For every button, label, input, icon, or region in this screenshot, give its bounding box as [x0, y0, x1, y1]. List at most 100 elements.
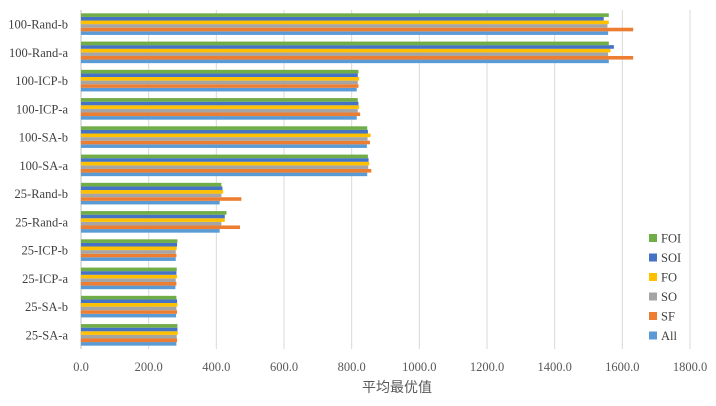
bar — [81, 84, 359, 88]
category-label: 100-SA-b — [19, 131, 68, 145]
legend-label: FO — [661, 271, 677, 285]
x-axis-title: 平均最优值 — [362, 380, 432, 396]
legend-item: All — [649, 329, 678, 343]
category-label: 100-SA-a — [19, 159, 68, 173]
bar — [81, 190, 224, 194]
bar — [81, 55, 634, 60]
bar — [81, 303, 178, 307]
category-label: 25-SA-b — [25, 300, 68, 314]
bar — [81, 221, 222, 226]
legend-label: SOI — [661, 251, 681, 265]
bar — [81, 59, 609, 64]
bar — [81, 250, 176, 254]
bar — [81, 108, 358, 113]
bar — [81, 338, 178, 343]
x-tick-labels: 0.0 200.0 400.0 600.0 800.0 1000.0 1200.0 1400.… — [73, 360, 707, 374]
bar — [81, 278, 176, 282]
bar — [81, 334, 177, 339]
bar — [81, 112, 361, 117]
bar — [81, 200, 220, 205]
legend-swatch — [649, 253, 657, 262]
bar — [81, 285, 176, 290]
bar — [81, 172, 368, 177]
legend-swatch — [649, 292, 657, 301]
bar — [81, 73, 358, 78]
bar — [81, 31, 609, 35]
bar — [81, 229, 220, 233]
bar — [81, 16, 604, 21]
category-label: 100-Rand-a — [9, 46, 68, 60]
category-label: 25-SA-a — [26, 328, 69, 342]
bar — [81, 242, 178, 247]
bar — [81, 126, 368, 130]
legend-swatch — [649, 312, 657, 320]
legend-item: SOI — [649, 251, 681, 265]
category-label: 100-ICP-b — [15, 74, 68, 88]
x-tick-label: 400.0 — [202, 360, 230, 374]
category-label: 100-Rand-b — [8, 18, 68, 32]
category-label: 25-Rand-b — [15, 187, 68, 201]
category-label: 25-ICP-b — [21, 244, 68, 258]
bar — [81, 218, 225, 222]
gridlines — [80, 10, 691, 349]
bar — [81, 144, 367, 148]
bar — [81, 154, 368, 159]
category-labels: 25-SA-a 25-SA-b 25-ICP-a 25-ICP-b 25-Rand-a 2… — [8, 18, 68, 343]
bar — [81, 165, 369, 169]
x-tick-label: 1000.0 — [402, 360, 436, 374]
bar — [81, 324, 178, 328]
bar — [81, 331, 178, 335]
bar — [81, 257, 176, 261]
bar — [81, 299, 178, 304]
category-label: 100-ICP-a — [16, 102, 69, 116]
bar — [81, 342, 177, 346]
bar — [81, 80, 358, 85]
bar — [81, 182, 222, 187]
bar — [81, 310, 178, 314]
legend-label: SF — [661, 310, 675, 324]
bar — [81, 87, 357, 92]
legend-item: FOI — [649, 232, 681, 246]
bar — [81, 158, 369, 162]
legend-label: SO — [661, 290, 677, 304]
legend-item: SF — [649, 310, 675, 324]
legend-label: All — [661, 329, 678, 343]
legend: FOI SOI FO SO SF All — [649, 232, 681, 343]
x-tick-label: 800.0 — [338, 360, 366, 374]
x-tick-label: 1200.0 — [470, 360, 504, 374]
bar — [81, 197, 242, 201]
bar — [81, 77, 360, 81]
bar — [81, 281, 177, 286]
bar — [81, 140, 370, 145]
category-label: 25-Rand-a — [15, 215, 68, 229]
bar — [81, 313, 177, 318]
bar — [81, 193, 222, 198]
bar — [81, 327, 178, 332]
bar — [81, 41, 609, 46]
bar — [81, 116, 357, 120]
bar — [81, 253, 177, 258]
bar — [81, 295, 177, 300]
x-tick-label: 200.0 — [135, 360, 163, 374]
bar — [81, 225, 241, 230]
legend-item: FO — [649, 271, 677, 285]
legend-swatch — [649, 331, 657, 340]
bar — [81, 101, 359, 106]
bar — [81, 98, 358, 102]
bar — [81, 13, 609, 17]
bar — [81, 105, 360, 109]
legend-swatch — [649, 234, 657, 242]
bar — [81, 137, 368, 141]
bar — [81, 271, 177, 275]
bar — [81, 69, 359, 74]
x-tick-label: 1600.0 — [605, 360, 639, 374]
bar — [81, 27, 634, 32]
category-label: 25-ICP-a — [22, 272, 68, 286]
legend-label: FOI — [661, 232, 681, 246]
bar — [81, 239, 178, 243]
x-tick-label: 1400.0 — [537, 360, 571, 374]
bar — [81, 129, 368, 134]
bar — [81, 306, 177, 311]
bar — [81, 211, 227, 215]
